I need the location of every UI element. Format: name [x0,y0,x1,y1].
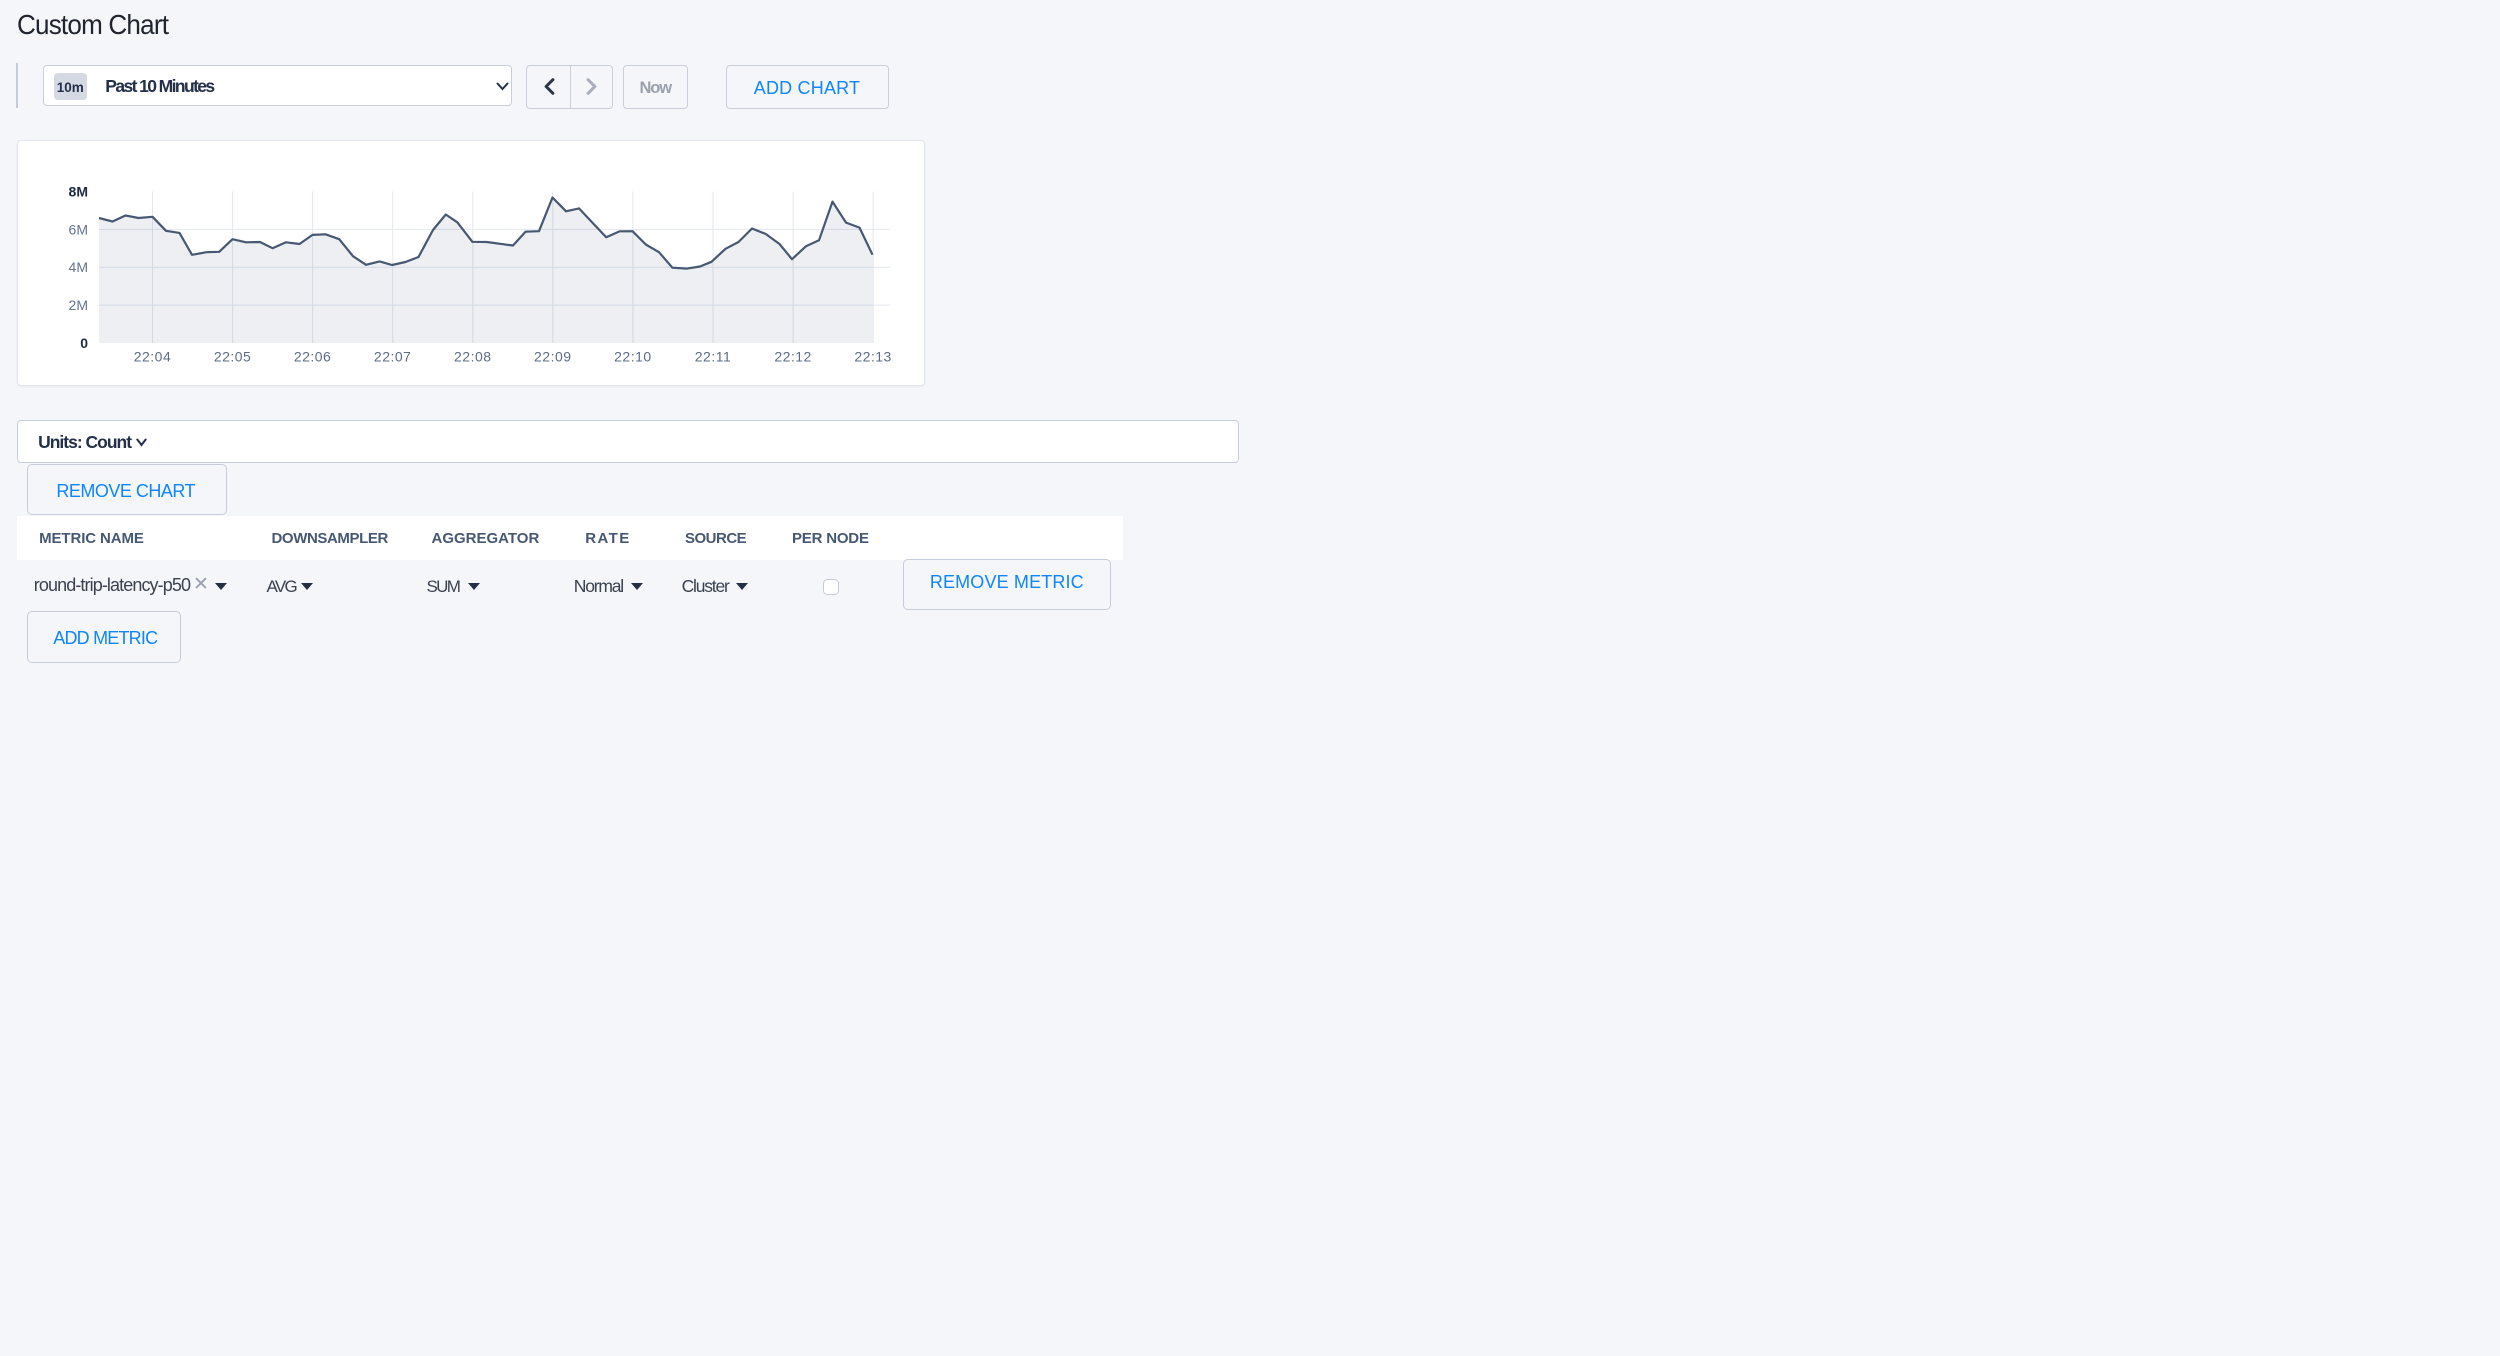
svg-text:22:13: 22:13 [854,349,892,365]
svg-text:22:05: 22:05 [213,349,251,365]
svg-text:6M: 6M [68,221,87,237]
svg-text:22:09: 22:09 [534,349,572,365]
svg-text:22:07: 22:07 [373,349,411,365]
svg-text:22:11: 22:11 [694,349,731,365]
svg-text:0: 0 [80,335,88,351]
svg-text:22:06: 22:06 [293,349,331,365]
svg-text:4M: 4M [68,259,87,275]
svg-text:8M: 8M [68,184,87,200]
svg-text:22:08: 22:08 [454,349,492,365]
svg-text:2M: 2M [68,297,87,313]
svg-text:22:04: 22:04 [133,349,171,365]
svg-text:22:10: 22:10 [614,349,652,365]
svg-text:22:12: 22:12 [774,349,812,365]
